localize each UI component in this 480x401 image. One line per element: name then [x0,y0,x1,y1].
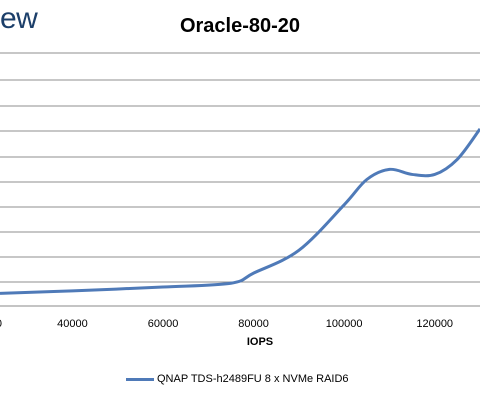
legend-swatch [126,377,154,381]
legend-label: QNAP TDS-h2489FU 8 x NVMe RAID6 [157,373,349,385]
chart-title: Oracle-80-20 [179,15,301,37]
x-tick-label: 40000 [57,318,88,330]
brand-logo: ew [0,2,38,35]
legend: QNAP TDS-h2489FU 8 x NVMe RAID6 [126,373,349,385]
x-tick-label: 100000 [326,318,363,330]
series-line [0,128,480,295]
x-axis-label: IOPS [246,336,274,348]
x-tick-label: 120000 [416,318,453,330]
x-tick-label: 0 [0,318,2,330]
x-tick-label: 60000 [148,318,179,330]
x-tick-label: 80000 [238,318,269,330]
